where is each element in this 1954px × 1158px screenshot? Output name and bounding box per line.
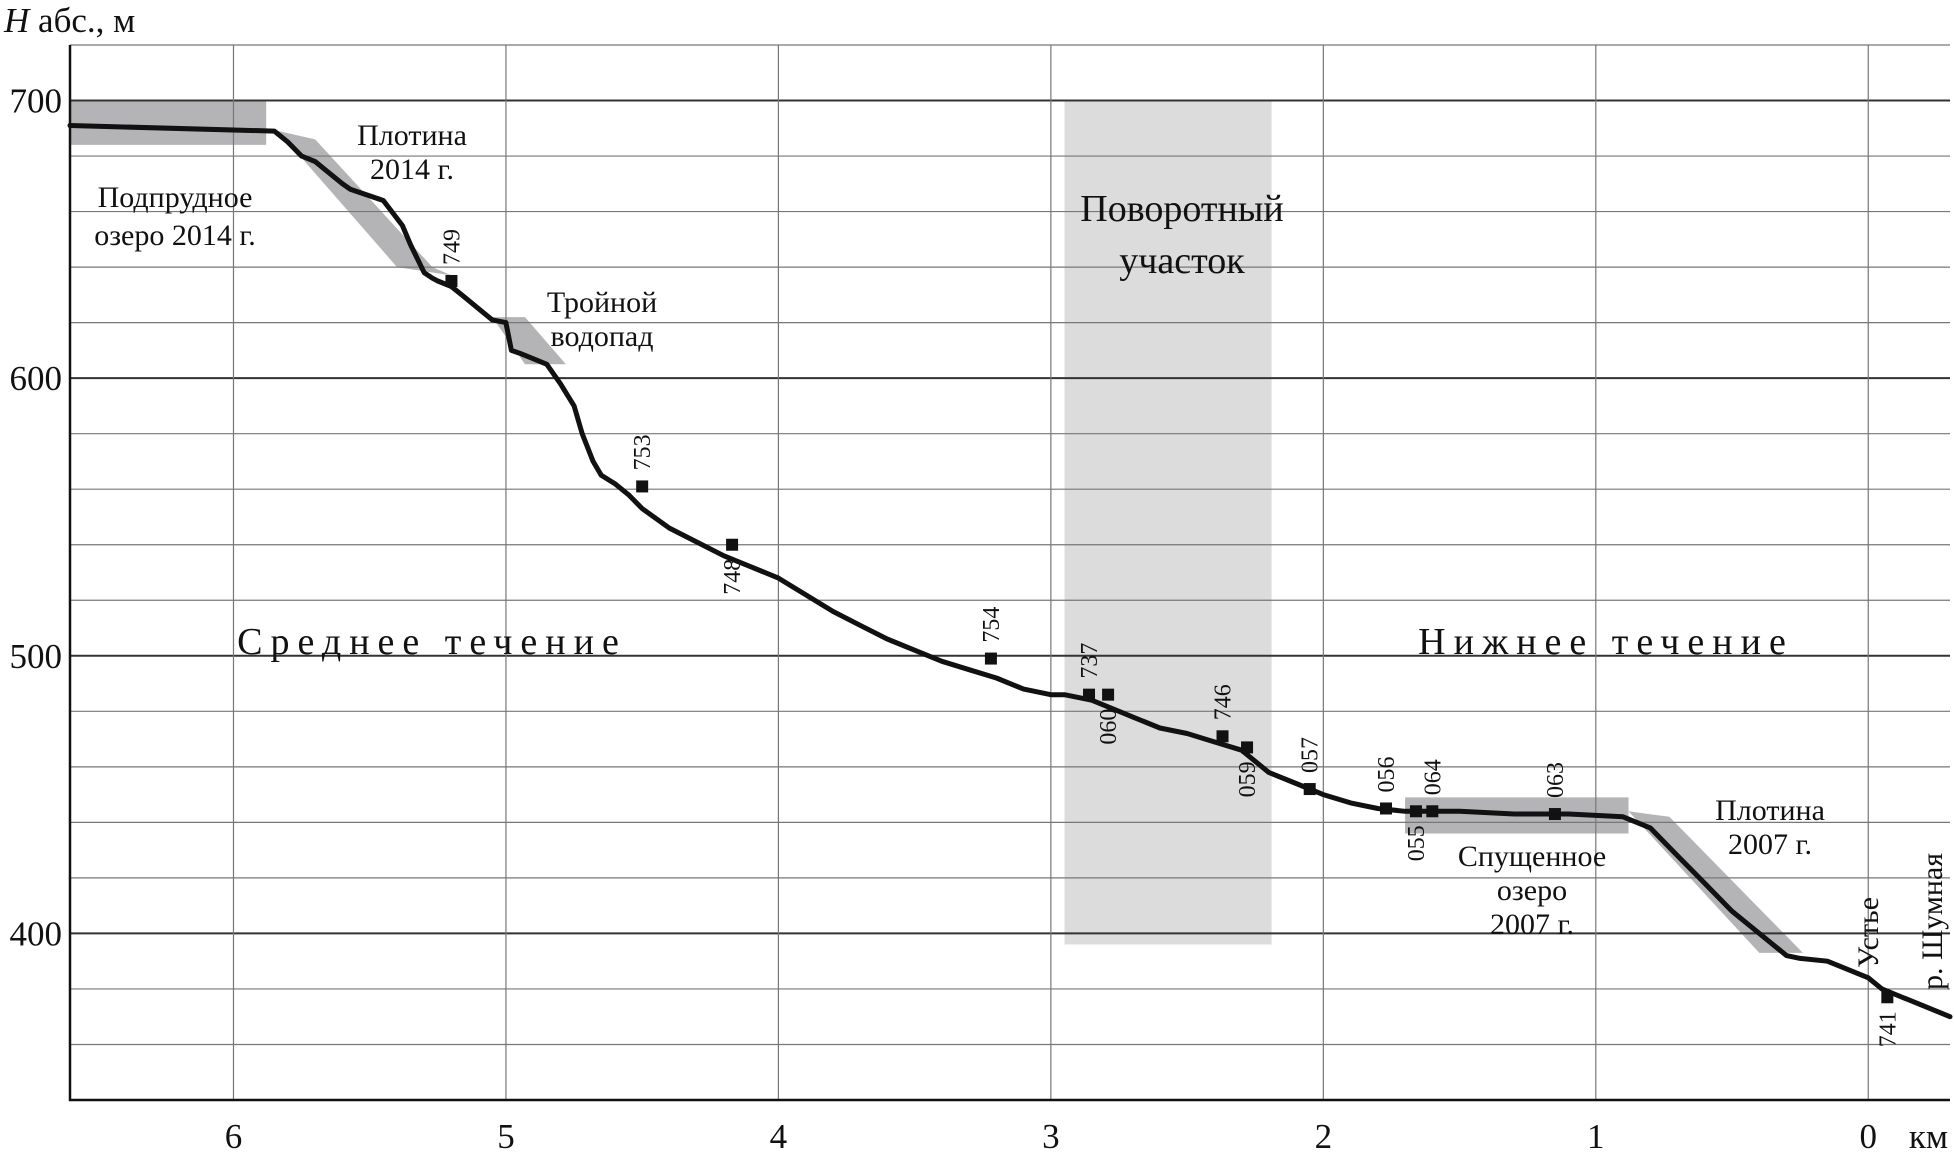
shaded-region-3 <box>492 317 566 365</box>
annotation-mouth: Устье <box>1852 897 1885 968</box>
annotation-drained-lake-2007-line-2: озеро <box>1497 874 1567 907</box>
survey-point-063 <box>1548 808 1561 821</box>
shaded-region-1 <box>70 100 267 145</box>
survey-point-label-060: 060 <box>1096 709 1122 745</box>
annotation-dam-2014-line-2: 2014 г. <box>370 153 454 186</box>
survey-point-label-056: 056 <box>1374 756 1400 792</box>
survey-point-label-059: 059 <box>1235 761 1261 797</box>
annotation-dam-2007-line-2: 2007 г. <box>1728 828 1812 861</box>
annotation-dam-2014-line-1: Плотина <box>357 119 467 152</box>
annotation-triple-waterfall-line-2: водопад <box>551 320 654 353</box>
y-axis-label: H абс., м <box>3 1 135 40</box>
survey-point-label-737: 737 <box>1077 643 1103 679</box>
annotation-lower-course: Нижнее течение <box>1418 621 1794 663</box>
annotation-shumnaya-river: р. Шумная <box>1916 853 1949 990</box>
annotation-drained-lake-2007-line-1: Спущенное <box>1458 840 1606 873</box>
x-tick-1: 1 <box>1587 1117 1605 1156</box>
survey-point-064 <box>1426 805 1439 818</box>
survey-point-label-064: 064 <box>1420 759 1446 795</box>
survey-point-label-741: 741 <box>1875 1011 1901 1047</box>
survey-points: 749 753 748 754 737 060 746 059 057 056 055 064 063 7… <box>439 229 1901 1047</box>
axis-frame <box>68 45 1950 1102</box>
survey-point-label-746: 746 <box>1211 684 1237 720</box>
annotation-dam-lake-2014-line-1: Подпрудное <box>98 181 253 214</box>
survey-point-label-057: 057 <box>1298 737 1324 773</box>
survey-point-055 <box>1409 805 1422 818</box>
axes: 400 500 600 700 6 5 4 3 2 1 0 км H абс., м <box>3 1 1950 1156</box>
annotation-dam-lake-2014-line-2: озеро 2014 г. <box>94 219 256 252</box>
survey-point-label-055: 055 <box>1404 825 1430 861</box>
survey-point-label-753: 753 <box>630 434 656 470</box>
shaded-regions <box>70 100 1803 953</box>
survey-point-label-754: 754 <box>979 607 1005 643</box>
x-tick-6: 6 <box>225 1117 243 1156</box>
profile-line-group <box>67 123 1953 1020</box>
survey-point-label-749: 749 <box>439 229 465 265</box>
x-tick-4: 4 <box>770 1117 788 1156</box>
survey-point-746 <box>1216 730 1229 743</box>
survey-point-749 <box>445 274 458 287</box>
survey-point-737 <box>1083 688 1096 701</box>
annotation-turning-section-line-2: участок <box>1119 240 1245 282</box>
x-tick-5: 5 <box>497 1117 515 1156</box>
survey-point-056 <box>1380 802 1392 815</box>
annotation-turning-section-line-1: Поворотный <box>1080 188 1283 230</box>
annotation-triple-waterfall-line-1: Тройной <box>547 286 657 319</box>
survey-point-741 <box>1881 991 1894 1004</box>
annotation-drained-lake-2007-line-3: 2007 г. <box>1490 908 1574 941</box>
y-tick-700: 700 <box>10 82 63 121</box>
survey-point-754 <box>984 652 997 665</box>
x-tick-2: 2 <box>1315 1117 1333 1156</box>
survey-point-057 <box>1303 783 1316 796</box>
survey-point-753 <box>636 480 649 493</box>
shaded-region-2 <box>266 128 452 276</box>
y-tick-600: 600 <box>10 359 63 398</box>
annotation-middle-course: Среднее течение <box>237 621 627 663</box>
x-tick-3: 3 <box>1042 1117 1060 1156</box>
survey-point-060 <box>1102 688 1115 701</box>
x-tick-0: 0 <box>1860 1117 1878 1156</box>
profile-line <box>67 123 1953 1020</box>
annotation-dam-2007-line-1: Плотина <box>1715 794 1825 827</box>
y-tick-400: 400 <box>10 914 63 953</box>
survey-point-059 <box>1241 741 1254 754</box>
y-tick-500: 500 <box>10 637 63 676</box>
survey-point-label-748: 748 <box>720 559 746 595</box>
x-axis-label: км <box>1909 1117 1948 1156</box>
survey-point-label-063: 063 <box>1543 762 1569 798</box>
survey-point-748 <box>726 538 739 551</box>
